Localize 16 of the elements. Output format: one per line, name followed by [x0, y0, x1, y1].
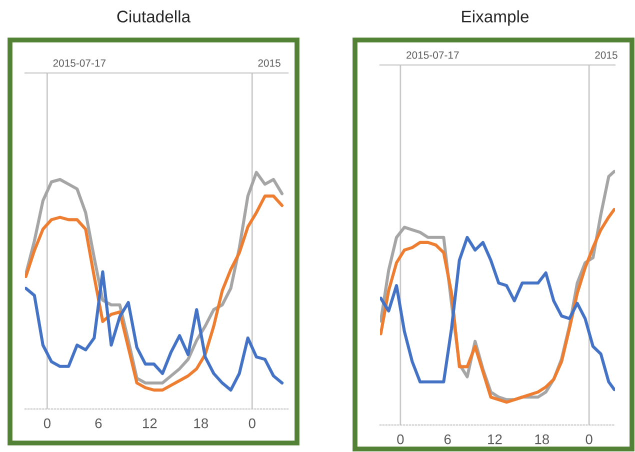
ref-line-label: 2015-07-17: [53, 59, 106, 67]
x-tick-label: 18: [194, 418, 208, 428]
x-tick-label: 0: [44, 418, 51, 428]
x-tick-label: 6: [95, 418, 102, 428]
ref-line-label: 2015-07-17: [406, 51, 459, 59]
x-tick-label: 12: [143, 418, 157, 428]
x-tick-label: 18: [535, 434, 550, 444]
x-tick-label: 0: [586, 434, 592, 444]
ref-line-label: 2015: [258, 59, 280, 67]
chart-title: Eixample: [462, 10, 529, 26]
x-tick-label: 0: [397, 434, 404, 444]
x-tick-label: 6: [444, 434, 451, 444]
x-tick-label: 0: [248, 418, 256, 428]
chart-title: Ciutadella: [117, 10, 191, 22]
x-tick-label: 12: [488, 434, 502, 444]
ref-line-label: 2015: [595, 51, 618, 59]
